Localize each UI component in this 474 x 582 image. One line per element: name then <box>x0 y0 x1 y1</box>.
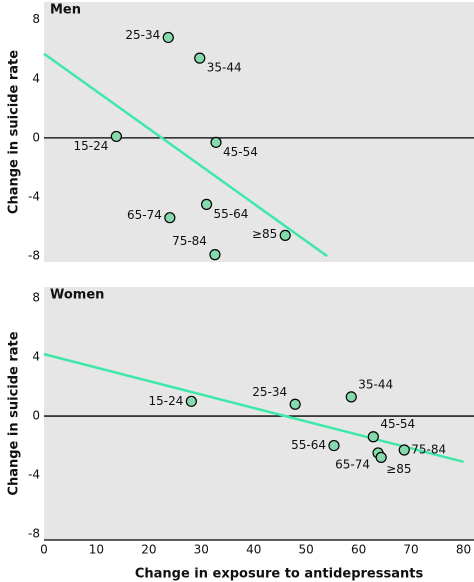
y-tick-label: 4 <box>32 350 40 364</box>
x-axis-label: Change in exposure to antidepressants <box>135 567 424 582</box>
point-label: 25-34 <box>252 385 287 399</box>
point <box>200 198 213 210</box>
point <box>398 444 410 456</box>
point <box>289 398 301 410</box>
y-tick-label: -8 <box>28 249 40 263</box>
panel-title: Women <box>50 288 104 303</box>
point <box>345 391 357 403</box>
point-label: 25-34 <box>125 28 160 42</box>
point <box>328 439 340 452</box>
y-axis-label: Change in suicide rate <box>7 50 22 214</box>
point-label: 15-24 <box>73 139 108 153</box>
point-label: 35-44 <box>207 61 242 75</box>
point-label: 65-74 <box>335 457 370 471</box>
point-label: ≥85 <box>252 227 277 241</box>
plot-background <box>44 287 474 540</box>
point-label: 75-84 <box>411 443 446 457</box>
point-label: 45-54 <box>380 417 415 431</box>
y-tick-label: -4 <box>28 468 40 482</box>
x-tick-label: 0 <box>40 543 48 557</box>
point <box>210 136 222 148</box>
point <box>110 130 122 143</box>
point-label: 15-24 <box>148 394 183 408</box>
y-tick-label: 0 <box>32 409 40 423</box>
point <box>209 249 221 261</box>
point-label: ≥85 <box>386 462 411 476</box>
point <box>375 451 387 463</box>
point <box>279 229 291 242</box>
point <box>367 431 379 443</box>
x-tick-label: 10 <box>89 543 104 557</box>
x-tick-label: 60 <box>351 543 366 557</box>
x-tick-label: 40 <box>246 543 261 557</box>
plot-background <box>44 2 474 262</box>
point-label: 55-64 <box>214 207 249 221</box>
y-tick-label: -4 <box>28 190 40 204</box>
point <box>164 212 176 224</box>
x-tick-label: 30 <box>194 543 209 557</box>
y-tick-label: 8 <box>32 12 40 26</box>
trend-line <box>43 352 464 464</box>
x-tick-label: 80 <box>456 543 471 557</box>
x-tick-label: 70 <box>403 543 418 557</box>
point-label: 65-74 <box>127 208 162 222</box>
x-tick-label: 50 <box>299 543 314 557</box>
point <box>185 395 197 407</box>
point <box>162 31 174 44</box>
point-label: 55-64 <box>291 438 326 452</box>
x-tick-label: 20 <box>141 543 156 557</box>
y-tick-label: 8 <box>32 291 40 305</box>
y-tick-label: 0 <box>32 130 40 144</box>
point-label: 35-44 <box>358 377 393 391</box>
trend-line <box>43 52 328 258</box>
point-label: 45-54 <box>223 145 258 159</box>
y-tick-label: 4 <box>32 71 40 85</box>
point <box>194 52 206 64</box>
point-label: 75-84 <box>172 234 207 248</box>
panel-title: Men <box>50 3 81 18</box>
y-tick-label: -8 <box>28 527 40 541</box>
y-axis-label: Change in suicide rate <box>7 331 22 495</box>
